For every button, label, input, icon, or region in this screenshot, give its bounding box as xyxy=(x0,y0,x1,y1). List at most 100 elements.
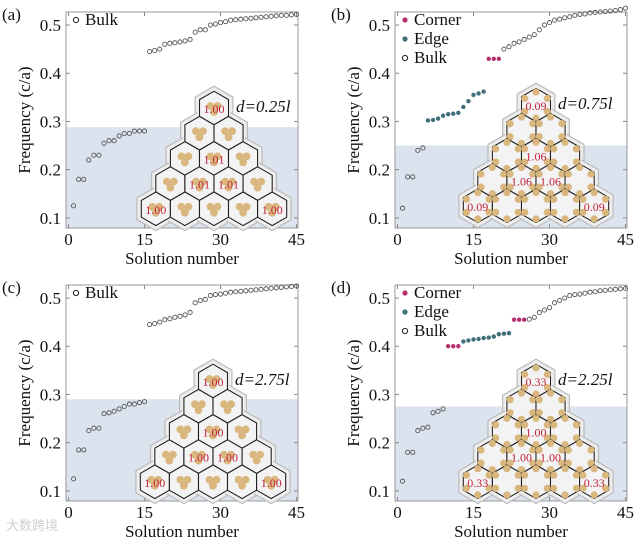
data-point-bulk xyxy=(91,152,97,158)
data-point-edge xyxy=(481,89,486,94)
legend-label-bulk: Bulk xyxy=(85,10,119,29)
data-point-corner xyxy=(486,56,491,61)
particle xyxy=(192,127,200,136)
hexagon-cell xyxy=(256,464,287,500)
particle xyxy=(561,138,569,146)
particle xyxy=(550,208,558,216)
legend-label-bulk: Bulk xyxy=(414,48,448,67)
particle xyxy=(195,183,204,192)
particle xyxy=(503,189,511,197)
particle xyxy=(503,414,511,422)
data-point-bulk xyxy=(136,128,142,134)
data-point-bulk xyxy=(147,321,153,328)
data-point-bulk xyxy=(111,408,117,414)
particle xyxy=(150,481,159,490)
data-point-bulk xyxy=(233,17,239,23)
data-point-bulk xyxy=(141,128,148,134)
series-bulk xyxy=(71,11,300,209)
data-point-corner xyxy=(451,344,456,349)
particle xyxy=(532,440,540,449)
particle xyxy=(517,113,526,121)
particle xyxy=(558,459,566,467)
data-point-bulk xyxy=(278,284,284,290)
data-point-bulk xyxy=(238,288,244,294)
y-tick-label: 0.5 xyxy=(369,16,390,35)
particle xyxy=(223,406,232,415)
particle xyxy=(601,471,610,479)
data-point-bulk xyxy=(582,290,588,296)
particle xyxy=(238,431,246,440)
data-point-bulk xyxy=(612,8,618,14)
legend: Bulk xyxy=(72,10,119,29)
data-point-bulk xyxy=(552,17,558,23)
hex-label: 0.33 xyxy=(526,375,547,389)
particle xyxy=(477,170,485,178)
particle xyxy=(550,471,558,479)
data-point-bulk xyxy=(582,11,588,17)
data-point-bulk xyxy=(536,27,542,33)
x-tick-label: 30 xyxy=(212,503,229,522)
particle xyxy=(199,127,207,136)
particle xyxy=(210,108,218,116)
data-point-bulk xyxy=(273,285,279,291)
data-point-bulk xyxy=(597,9,603,15)
particle xyxy=(491,158,500,166)
legend-marker-corner xyxy=(402,17,408,23)
data-point-corner xyxy=(511,317,517,322)
particle xyxy=(587,459,595,467)
particle xyxy=(543,383,551,392)
x-tick-label: 30 xyxy=(212,230,229,249)
data-point-corner xyxy=(491,56,496,61)
data-point-edge xyxy=(466,98,471,104)
data-point-bulk xyxy=(223,19,229,25)
particle xyxy=(256,450,265,459)
hex-label: 1.00 xyxy=(203,375,224,389)
data-point-bulk xyxy=(223,290,229,296)
data-point-bulk xyxy=(288,12,294,18)
particle xyxy=(517,466,526,474)
particle xyxy=(546,139,555,147)
lattice-inset: 1.00 1.01 1.01 1.01 1.00 1.00 xyxy=(136,85,292,232)
data-point-bulk xyxy=(187,36,193,43)
data-point-bulk xyxy=(400,478,406,484)
particle xyxy=(503,491,511,499)
particle xyxy=(514,484,522,492)
hex-label: 1.00 xyxy=(262,203,283,217)
particle xyxy=(506,409,514,417)
hex-label: 1.00 xyxy=(188,451,209,465)
data-point-bulk xyxy=(607,287,613,293)
data-point-bulk xyxy=(410,174,416,180)
particle xyxy=(155,202,164,211)
lattice-inset: 0.33 1.00 1.00 1.00 0.33 0.33 xyxy=(458,358,614,505)
legend-label-bulk: Bulk xyxy=(85,283,119,302)
particle xyxy=(491,421,500,429)
data-point-bulk xyxy=(152,48,158,54)
particle xyxy=(268,208,277,217)
data-point-bulk xyxy=(405,449,411,455)
data-point-bulk xyxy=(278,12,284,18)
data-point-edge xyxy=(501,331,507,336)
hex-label: 1.06 xyxy=(511,175,532,189)
particle xyxy=(529,133,537,141)
panel-a: 0.1 0.2 0.3 0.4 0.5 0 15 30 45 Solution number Fre… xyxy=(2,5,305,268)
particle xyxy=(485,208,493,216)
particle xyxy=(192,177,200,186)
particle xyxy=(220,400,228,409)
data-point-bulk xyxy=(157,46,163,52)
particle xyxy=(532,88,540,96)
particle xyxy=(576,466,584,474)
particle xyxy=(462,195,471,203)
data-point-bulk xyxy=(71,203,77,209)
particle xyxy=(550,421,558,429)
data-point-corner xyxy=(521,317,527,322)
particle xyxy=(587,183,595,191)
hex-label: 1.00 xyxy=(526,425,547,439)
particle xyxy=(223,456,232,465)
particle xyxy=(564,183,572,191)
data-point-bulk xyxy=(192,300,198,306)
particle xyxy=(228,177,236,186)
data-point-bulk xyxy=(288,283,294,289)
data-point-bulk xyxy=(546,305,553,311)
particle xyxy=(590,491,598,499)
